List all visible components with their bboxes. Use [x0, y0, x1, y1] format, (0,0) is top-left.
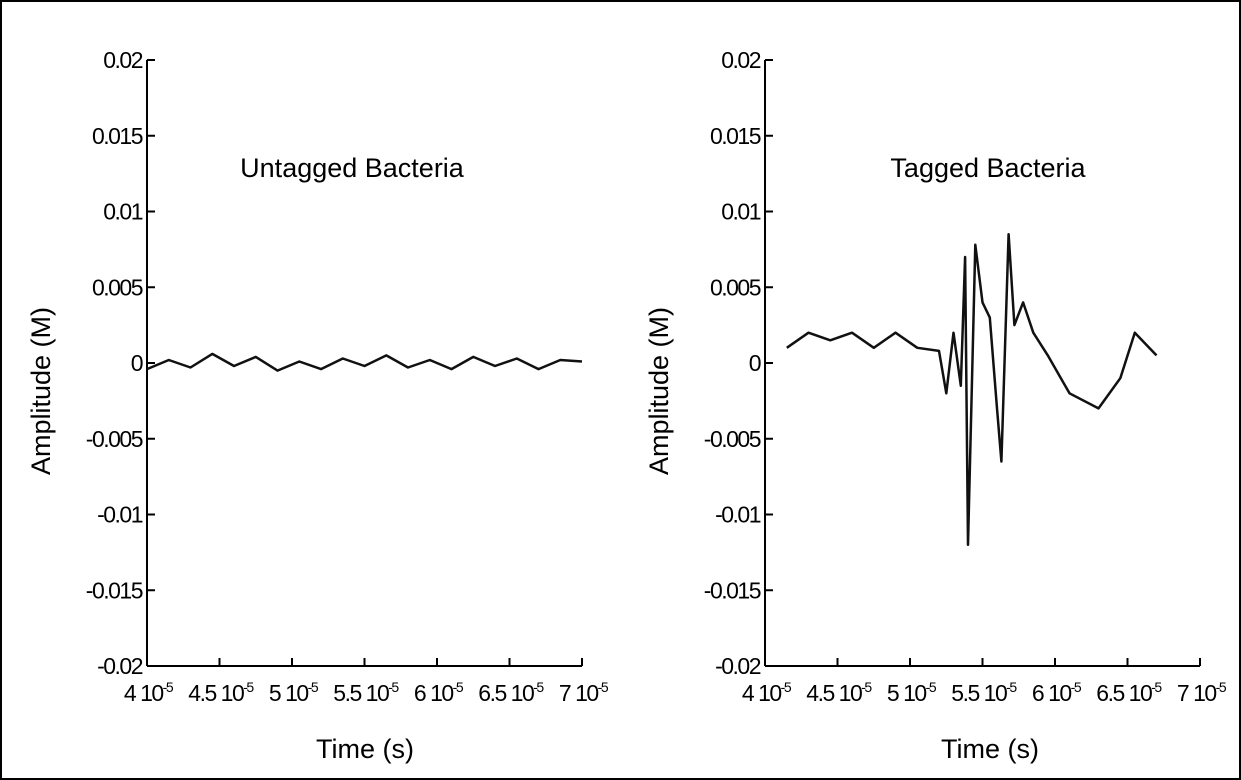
panel-untagged: 0.02 0.015 0.01 0.005 0 -0.005 -0.01 -0.015 -0.0… [26, 47, 609, 764]
x-tick-exponent: -5 [1006, 679, 1017, 695]
panel-tagged: 0.02 0.015 0.01 0.005 0 -0.005 -0.01 -0.015 -0.0… [644, 47, 1227, 764]
y-axis-title: Amplitude (M) [644, 307, 674, 475]
y-tick-label: 0.02 [103, 47, 142, 73]
y-axis-title: Amplitude (M) [26, 307, 56, 475]
x-tick-exponent: -5 [243, 679, 254, 695]
x-tick-label: 7 10-5 [559, 679, 609, 706]
x-tick-label: 5.5 10-5 [951, 679, 1017, 706]
y-tick-label: 0.02 [721, 47, 760, 73]
x-tick-exponent: -5 [388, 679, 399, 695]
y-tick-label: -0.01 [715, 502, 761, 528]
x-tick-label: 6.5 10-5 [478, 679, 544, 706]
x-tick-label: 4.5 10-5 [188, 679, 254, 706]
x-tick-exponent: -5 [781, 679, 792, 695]
x-tick-label: 6 10-5 [1032, 679, 1082, 706]
x-axis-title: Time (s) [941, 734, 1039, 764]
x-tick-exponent: -5 [453, 679, 464, 695]
x-tick-label: 4 10-5 [742, 679, 792, 706]
x-axis-title: Time (s) [316, 734, 414, 764]
x-tick-label: 5 10-5 [887, 679, 937, 706]
x-tick-label: 5 10-5 [269, 679, 319, 706]
x-tick-label: 4 10-5 [124, 679, 174, 706]
x-tick-exponent: -5 [926, 679, 937, 695]
y-tick-label: 0.005 [710, 274, 761, 300]
y-tick-label: 0.01 [721, 199, 760, 225]
x-tick-exponent: -5 [1151, 679, 1162, 695]
x-tick-label: 5.5 10-5 [333, 679, 399, 706]
y-tick-label: 0.005 [92, 274, 143, 300]
y-tick-label: -0.01 [97, 502, 143, 528]
series-line [147, 354, 582, 371]
y-tick-label: -0.015 [86, 577, 143, 603]
y-tick-label: -0.005 [704, 426, 761, 452]
y-tick-label: 0 [749, 350, 761, 376]
y-tick-label: 0.01 [103, 199, 142, 225]
x-tick-exponent: -5 [1216, 679, 1227, 695]
x-tick-label: 7 10-5 [1177, 679, 1227, 706]
x-tick-exponent: -5 [533, 679, 544, 695]
y-tick-label: 0.015 [92, 123, 143, 149]
x-tick-label: 4.5 10-5 [806, 679, 872, 706]
y-tick-label: 0.015 [710, 123, 761, 149]
x-tick-exponent: -5 [308, 679, 319, 695]
panel-title: Untagged Bacteria [240, 153, 465, 183]
y-tick-label: -0.02 [715, 653, 761, 679]
x-tick-exponent: -5 [1071, 679, 1082, 695]
x-tick-label: 6.5 10-5 [1096, 679, 1162, 706]
y-tick-label: -0.005 [86, 426, 143, 452]
panel-title: Tagged Bacteria [890, 153, 1086, 183]
x-tick-label: 6 10-5 [414, 679, 464, 706]
series-line [787, 234, 1157, 545]
y-tick-label: 0 [131, 350, 143, 376]
x-tick-exponent: -5 [598, 679, 609, 695]
y-tick-label: -0.02 [97, 653, 143, 679]
x-tick-exponent: -5 [861, 679, 872, 695]
y-tick-label: -0.015 [704, 577, 761, 603]
x-tick-exponent: -5 [163, 679, 174, 695]
